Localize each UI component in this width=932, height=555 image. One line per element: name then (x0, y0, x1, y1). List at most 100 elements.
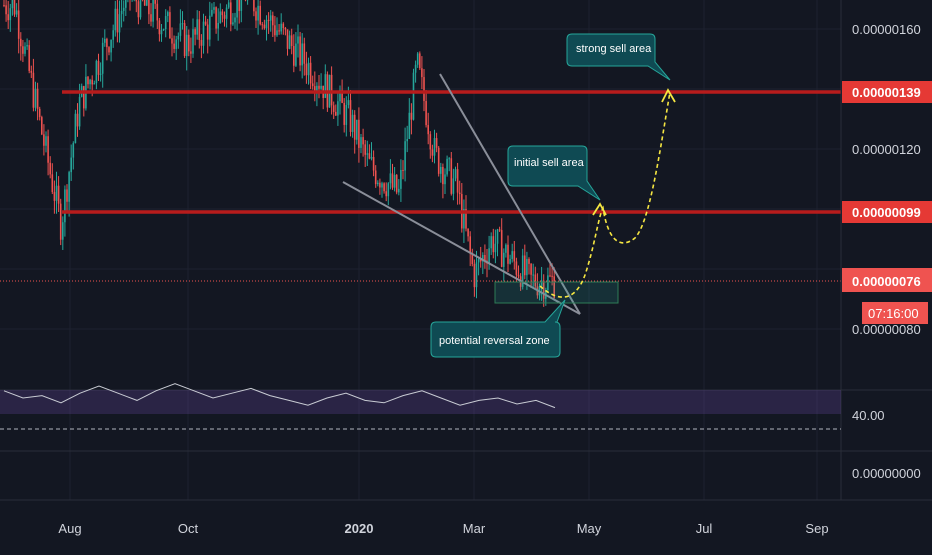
candle-body (507, 245, 509, 264)
candle-body (75, 114, 77, 143)
candle-body (320, 86, 322, 89)
candle-body (33, 73, 35, 108)
candle-body (488, 248, 490, 263)
candle-body (188, 35, 190, 52)
candle-body (22, 46, 24, 54)
x-axis-label: May (577, 521, 602, 536)
candle-body (83, 86, 85, 108)
candle-body (291, 35, 293, 46)
candle-body (343, 103, 345, 125)
candle-body (352, 115, 354, 132)
candle-body (509, 259, 511, 264)
candle-body (98, 61, 100, 75)
candle-body (70, 158, 72, 173)
candle-body (310, 63, 312, 84)
candle-body (89, 80, 91, 84)
candle-body (421, 68, 423, 77)
candle-body (549, 275, 551, 276)
candle-body (490, 236, 492, 248)
candle-body (150, 14, 152, 21)
candle-body (148, 0, 150, 14)
candle-body (211, 10, 213, 16)
candle-body (280, 24, 282, 32)
reversal-zone-box (495, 282, 618, 303)
candle-body (312, 83, 314, 86)
candle-body (209, 16, 211, 40)
candle-body (516, 261, 518, 274)
candle-body (24, 46, 26, 53)
candle-body (108, 47, 110, 52)
candle-body (47, 136, 49, 163)
candle-body (213, 7, 215, 10)
candle-body (253, 0, 255, 11)
candle-body (7, 14, 9, 20)
candle-body (146, 0, 148, 6)
candle-body (152, 0, 154, 22)
candle-body (438, 148, 440, 174)
candle-body (54, 192, 56, 201)
rsi-band (0, 390, 841, 414)
candle-body (514, 251, 516, 261)
candle-body (350, 100, 352, 132)
candle-body (285, 28, 287, 29)
candle-body (215, 7, 217, 28)
candle-body (257, 6, 259, 21)
candle-body (318, 86, 320, 89)
candle-body (115, 9, 117, 30)
candle-body (73, 143, 75, 157)
candle-body (388, 183, 390, 196)
candle-body (325, 74, 327, 98)
candle-body (432, 149, 434, 155)
candle-body (306, 64, 308, 75)
x-axis-label: Sep (805, 521, 828, 536)
candle-body (41, 117, 43, 134)
candle-body (518, 275, 520, 276)
candle-body (163, 29, 165, 30)
candle-body (167, 12, 169, 16)
candle-body (436, 138, 438, 148)
candle-body (31, 71, 33, 73)
candle-body (18, 10, 20, 38)
candle-body (278, 30, 280, 31)
candle-body (335, 112, 337, 116)
candle-body (94, 83, 96, 84)
candle-body (274, 25, 276, 35)
candle-body (371, 157, 373, 159)
candle-body (184, 23, 186, 56)
candle-body (446, 159, 448, 175)
candle-body (161, 30, 163, 34)
candle-body (392, 173, 394, 187)
candle-body (236, 0, 238, 17)
x-axis-label: Aug (58, 521, 81, 536)
candle-body (381, 183, 383, 187)
candle-body (205, 22, 207, 25)
rsi-axis-label: 40.00 (852, 408, 885, 423)
candle-body (419, 53, 421, 68)
candle-body (373, 157, 375, 170)
candle-body (385, 191, 387, 196)
candle-body (297, 36, 299, 43)
candle-body (112, 30, 114, 40)
x-axis-label: 2020 (345, 521, 374, 536)
candle-body (495, 244, 497, 252)
candle-body (43, 134, 45, 145)
candle-body (346, 105, 348, 125)
candle-body (234, 17, 236, 22)
candle-body (440, 167, 442, 174)
candle-body (62, 222, 64, 239)
candle-body (362, 137, 364, 144)
candle-body (356, 120, 358, 140)
candle-body (138, 1, 140, 17)
candle-body (199, 19, 201, 40)
candle-body (119, 14, 121, 32)
candle-body (337, 101, 339, 115)
candle-body (10, 8, 12, 20)
candle-body (383, 183, 385, 191)
candle-body (551, 276, 553, 277)
candle-body (528, 259, 530, 264)
candle-body (293, 46, 295, 66)
candle-body (178, 36, 180, 39)
candle-body (469, 236, 471, 253)
candle-body (268, 20, 270, 21)
